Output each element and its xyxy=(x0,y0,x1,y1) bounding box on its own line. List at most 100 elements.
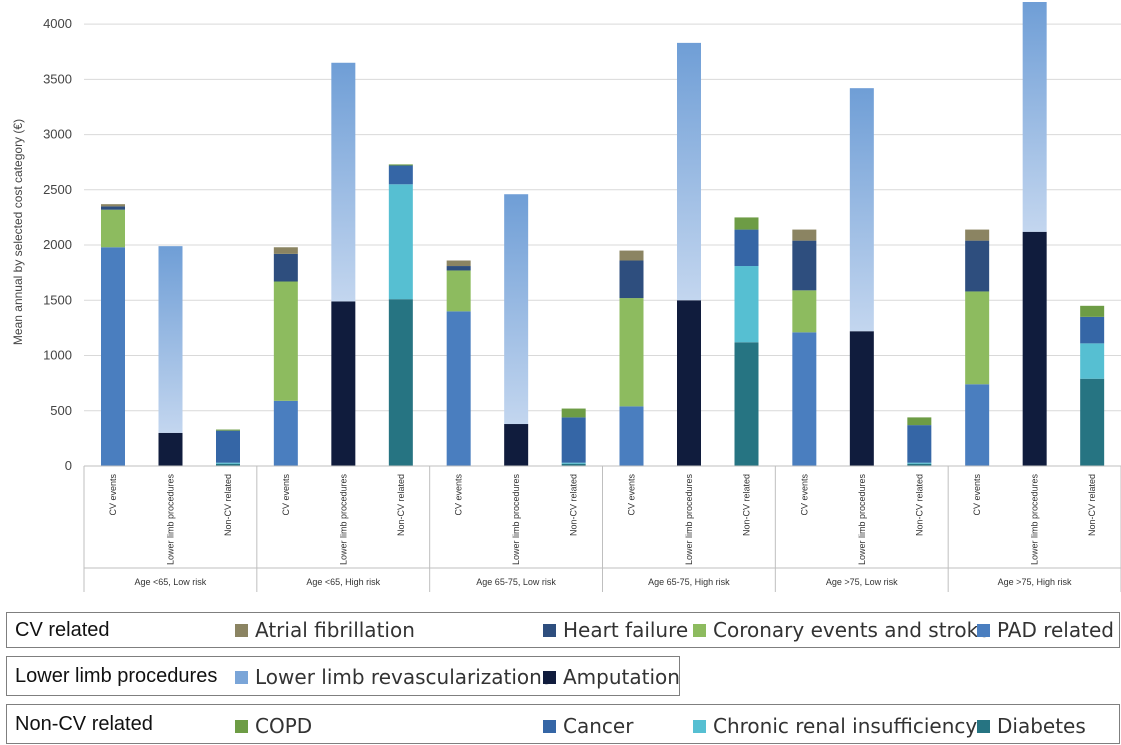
x-category-label: Non-CV related xyxy=(569,474,579,536)
x-group-label: Age <65, High risk xyxy=(306,577,380,587)
legend-item-cancer: Cancer xyxy=(543,714,633,738)
bar-segment xyxy=(1022,2,1047,232)
bar-segment xyxy=(388,164,413,166)
legend-title-non-cv: Non-CV related xyxy=(15,713,153,735)
bar-segment xyxy=(1080,378,1105,466)
bar-segment xyxy=(965,291,990,385)
bar-segment xyxy=(216,430,240,463)
bar-segment xyxy=(331,301,356,466)
swatch-amputation xyxy=(543,670,556,684)
bar-segment xyxy=(907,462,932,464)
bar-segment xyxy=(849,331,874,466)
bar-segment xyxy=(446,311,471,466)
legend-item-lower-limb-revasc: Lower limb revascularizations xyxy=(235,665,552,689)
legend-item-pad-related: PAD related xyxy=(977,618,1114,642)
stacked-bar-chart: 0 500 1000 1500 2000 2500 3000 3500 4000 CV even… xyxy=(11,2,1121,592)
legend-lower-limb: Lower limb procedures Lower limb revascu… xyxy=(6,656,680,696)
bar-segment xyxy=(907,425,932,463)
legend-item-coronary-events: Coronary events and stroke xyxy=(693,618,990,642)
bar-segment xyxy=(446,270,471,312)
bar-segment xyxy=(446,260,471,267)
x-category-label: Lower limb procedures xyxy=(511,474,521,566)
legend-item-copd: COPD xyxy=(235,714,312,738)
y-tick-label: 2000 xyxy=(43,237,72,252)
y-tick-label: 4000 xyxy=(43,16,72,31)
bar-segment xyxy=(907,417,932,426)
bar-segment xyxy=(792,332,817,466)
bar-segment xyxy=(388,165,413,185)
x-category-label: CV events xyxy=(281,474,291,516)
y-axis-ticks: 0 500 1000 1500 2000 2500 3000 3500 4000 xyxy=(43,16,72,473)
x-category-label: CV events xyxy=(454,474,464,516)
legend-label: Coronary events and stroke xyxy=(713,618,990,642)
swatch-atrial-fibrillation xyxy=(235,623,248,637)
swatch-copd xyxy=(235,719,248,733)
y-tick-label: 1000 xyxy=(43,348,72,363)
swatch-renal xyxy=(693,719,706,733)
bar-segment xyxy=(677,300,701,466)
legend-label: Heart failure xyxy=(563,618,689,642)
bar-segment xyxy=(101,204,125,207)
x-category-label: Lower limb procedures xyxy=(857,474,867,566)
bar-segment xyxy=(101,206,125,210)
bar-segment xyxy=(792,229,817,241)
bar-segment xyxy=(907,463,932,466)
bar-segment xyxy=(216,462,240,464)
bar-segment xyxy=(734,217,759,230)
legend-label: PAD related xyxy=(997,618,1114,642)
bar-segment xyxy=(273,247,298,254)
bar-segment xyxy=(216,463,240,466)
bar-segment xyxy=(388,184,413,300)
x-category-label: Non-CV related xyxy=(223,474,233,536)
bar-segment xyxy=(561,463,586,466)
swatch-cancer xyxy=(543,719,556,733)
legend-label: Amputation xyxy=(563,665,680,689)
bar-segment xyxy=(734,342,759,466)
x-group-label: Age 65-75, Low risk xyxy=(476,577,556,587)
bar-segment xyxy=(1080,343,1105,379)
bar-segment xyxy=(619,260,644,299)
bar-segment xyxy=(216,429,240,431)
bar-segment xyxy=(734,229,759,267)
bar-segment xyxy=(965,384,990,466)
legend-label: Cancer xyxy=(563,714,634,738)
legend-label: Diabetes xyxy=(997,714,1086,738)
bar-segment xyxy=(561,462,586,464)
legend-item-heart-failure: Heart failure xyxy=(543,618,688,642)
bar-segment xyxy=(158,246,183,433)
x-category-label: Non-CV related xyxy=(1087,474,1097,536)
bar-segment xyxy=(158,432,183,466)
swatch-heart-failure xyxy=(543,623,556,637)
x-category-label: CV events xyxy=(108,474,118,516)
x-axis: CV events Lower limb procedures Non-CV rel… xyxy=(83,465,1121,592)
legend-cv-related: CV related Atrial fibrillation Heart fai… xyxy=(6,612,1120,648)
bar-segment xyxy=(619,406,644,466)
x-category-label: Non-CV related xyxy=(396,474,406,536)
bar-segment xyxy=(1080,305,1105,317)
x-category-label: CV events xyxy=(627,474,637,516)
bar-segment xyxy=(792,240,817,291)
y-tick-label: 500 xyxy=(50,403,72,418)
legend-label: Atrial fibrillation xyxy=(255,618,415,642)
bar-segment xyxy=(561,408,586,418)
x-group-label: Age <65, Low risk xyxy=(135,577,207,587)
legend-item-amputation: Amputation xyxy=(543,665,680,689)
swatch-diabetes xyxy=(977,719,990,733)
bar-segment xyxy=(792,290,817,333)
x-category-label: Lower limb procedures xyxy=(338,474,348,566)
bars xyxy=(101,2,1105,466)
bar-segment xyxy=(273,400,298,466)
y-tick-label: 1500 xyxy=(43,292,72,307)
swatch-pad-related xyxy=(977,623,990,637)
bar-segment xyxy=(388,299,413,466)
legend-label: COPD xyxy=(255,714,313,738)
x-category-label: CV events xyxy=(972,474,982,516)
swatch-coronary-events xyxy=(693,623,706,637)
bar-segment xyxy=(965,240,990,292)
legend-item-atrial-fibrillation: Atrial fibrillation xyxy=(235,618,415,642)
legend-label: Chronic renal insufficiency xyxy=(713,714,978,738)
bar-segment xyxy=(619,250,644,261)
bar-segment xyxy=(446,266,471,271)
x-group-label: Age >75, Low risk xyxy=(826,577,898,587)
x-category-label: Non-CV related xyxy=(914,474,924,536)
